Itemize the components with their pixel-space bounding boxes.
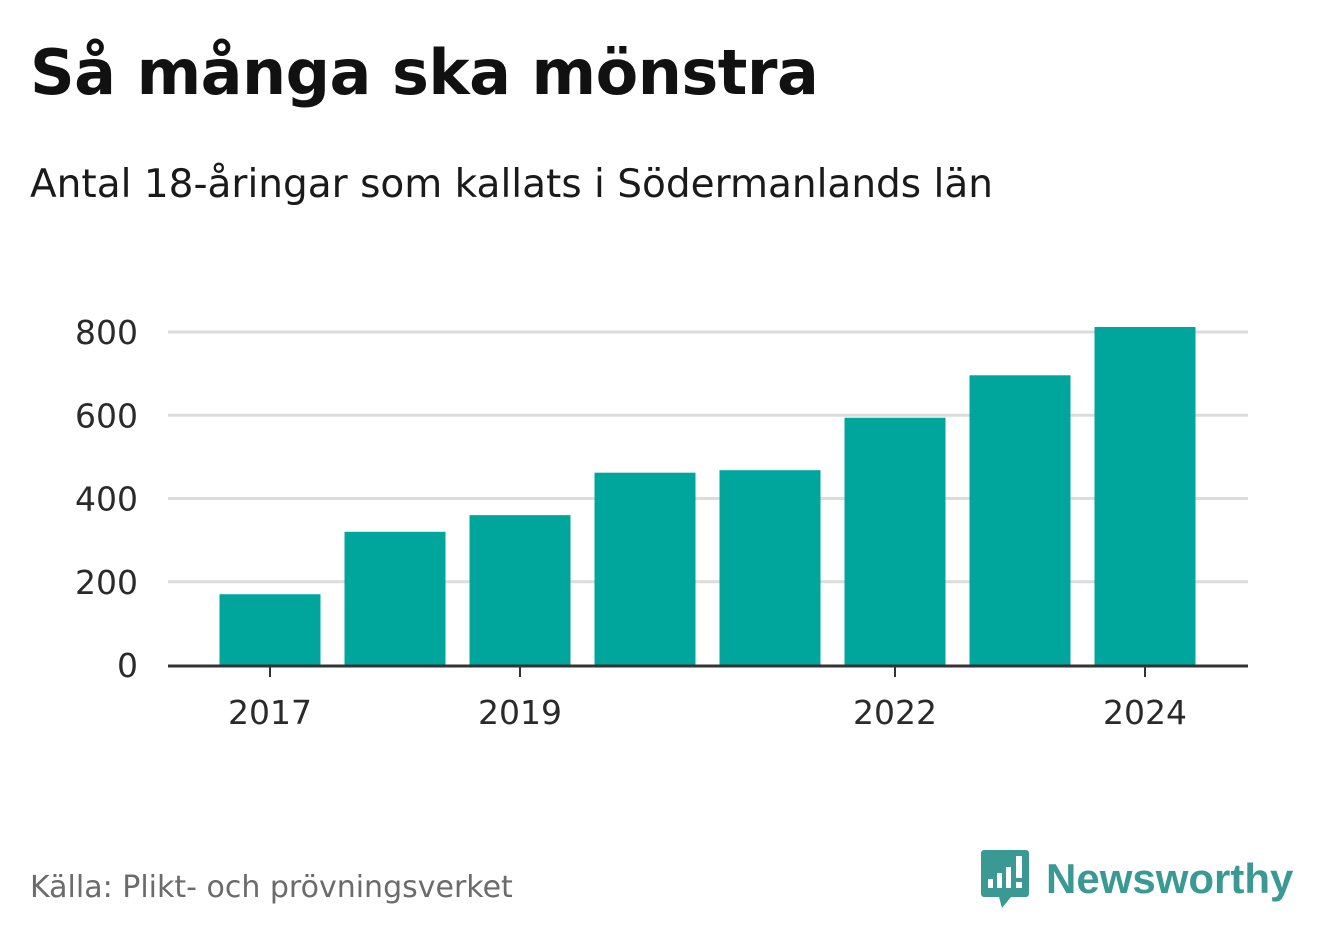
source-note: Källa: Plikt- och prövningsverket	[30, 870, 513, 905]
chart-subtitle: Antal 18-åringar som kallats i Södermanl…	[30, 162, 993, 207]
y-tick-label: 400	[75, 480, 138, 519]
y-tick-label: 600	[75, 396, 138, 435]
brand-name: Newsworthy	[1046, 855, 1294, 902]
newsworthy-logo-icon	[981, 850, 1029, 908]
bar-2023	[969, 375, 1071, 665]
bar-2017	[219, 594, 321, 665]
brand-logo[interactable]: Newsworthy	[980, 848, 1293, 910]
y-tick-label: 800	[75, 313, 138, 352]
bar-2019	[469, 515, 571, 665]
y-axis-labels: 0 200 400 600 800	[75, 313, 138, 685]
x-tick-label: 2024	[1103, 693, 1187, 732]
y-tick-label: 0	[117, 646, 138, 685]
bar-2020	[594, 472, 696, 665]
x-tick-label: 2022	[853, 693, 937, 732]
bars	[219, 327, 1196, 665]
x-axis-labels: 2017 2019 2022 2024	[228, 693, 1187, 732]
x-tick-label: 2019	[478, 693, 562, 732]
bar-2022	[844, 417, 946, 665]
bar-chart: 0 200 400 600 800 2017 2019 2022 2024	[75, 313, 1248, 732]
bar-2018	[344, 531, 446, 665]
gridlines	[168, 330, 1248, 584]
x-tick-label: 2017	[228, 693, 312, 732]
bar-2024	[1094, 327, 1196, 665]
chart-title: Så många ska mönstra	[30, 36, 819, 109]
x-axis	[168, 664, 1248, 677]
y-tick-label: 200	[75, 563, 138, 602]
bar-2021	[719, 470, 821, 665]
